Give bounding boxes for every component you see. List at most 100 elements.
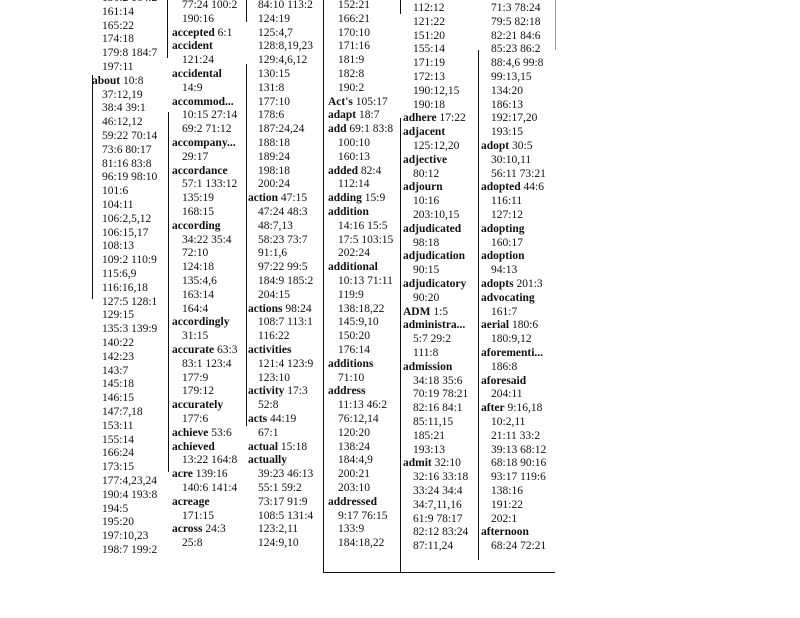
index-reference-line: 190:12,15 [413, 84, 459, 98]
page-line-references: 131:8 [258, 81, 285, 94]
page-line-references: 177:9 [182, 371, 209, 384]
index-reference-line: 112:12 [413, 1, 445, 15]
index-entry: accordance [172, 164, 228, 178]
page-line-references: 181:9 [338, 54, 365, 67]
index-reference-line: 73:6 80:17 [102, 143, 152, 157]
index-reference-line: 39:13 68:12 [491, 443, 546, 457]
page-line-references: 39:13 68:12 [491, 443, 547, 456]
index-reference-line: 176:14 [338, 343, 370, 357]
index-reference-line: 46:12,12 [102, 115, 143, 129]
page-line-references: 17:3 [287, 385, 308, 398]
index-entry: adjudication [403, 249, 465, 263]
index-reference-line: 11:13 46:2 [338, 398, 387, 412]
index-reference-line: 140:22 [102, 336, 134, 350]
index-reference-line: 155:14 [102, 433, 134, 447]
page-line-references: 47:24 48:3 [258, 206, 308, 218]
index-headword: adopt [481, 140, 510, 152]
index-reference-line: 21:11 33:2 [491, 429, 540, 443]
index-entry: aforesaid [481, 374, 526, 388]
index-headword: after [481, 402, 505, 415]
page-line-references: 93:17 119:6 [491, 471, 546, 484]
index-reference-line: 155:14 [413, 42, 445, 56]
index-reference-line: 57:1 133:12 [182, 177, 237, 191]
page-line-references: 105:17 [355, 95, 388, 108]
index-reference-line: 204:15 [258, 288, 290, 302]
page-line-references: 68:24 72:21 [491, 540, 547, 553]
index-headword: accepted [172, 26, 215, 39]
index-reference-line: 127:12 [491, 208, 523, 222]
index-reference-line: 85:23 86:2 [491, 42, 541, 56]
index-headword: accidental [172, 68, 222, 80]
index-entry: acts 44:19 [248, 412, 296, 426]
index-headword: afternoon [481, 526, 529, 539]
page-line-references: 197:11 [102, 61, 134, 73]
page-line-references: 81:16 83:8 [102, 157, 152, 170]
index-headword: add [328, 123, 347, 136]
index-reference-line: 99:13,15 [491, 70, 532, 84]
index-entry: adapt 18:7 [328, 108, 379, 122]
index-headword: address [328, 385, 366, 398]
index-reference-line: 177:4,23,24 [102, 474, 157, 488]
index-entry: adopts 201:3 [481, 277, 543, 291]
index-reference-line: 127:5 128:1 [102, 295, 157, 309]
index-reference-line: 131:8 [258, 81, 284, 95]
index-entry: accepted 6:1 [172, 26, 232, 40]
page-line-references: 204:15 [258, 288, 290, 301]
page-line-references: 101:6 [102, 185, 129, 198]
index-headword: Act's [328, 95, 353, 108]
index-headword: adapt [328, 109, 357, 122]
page-line-references: 202:1 [491, 512, 518, 525]
page-line-references: 134:20 [491, 84, 523, 97]
index-reference-line: 124:9,10 [258, 536, 299, 550]
index-reference-line: 34:22 35:4 [182, 233, 232, 247]
column-rule [92, 75, 94, 299]
column-rule [478, 50, 480, 560]
index-reference-line: 14:16 15:5 [338, 219, 388, 233]
index-reference-line: 13:22 164:8 [182, 453, 237, 467]
index-reference-line: 163:14 [182, 288, 214, 302]
page-line-references: 73:17 91:9 [258, 495, 308, 508]
page-line-references: 121:24 [182, 54, 214, 67]
page-line-references: 14:16 15:5 [338, 219, 388, 232]
index-reference-line: 10:13 71:11 [338, 274, 393, 288]
page-line-references: 161:14 [102, 5, 134, 18]
page-line-references: 71:10 [338, 371, 365, 384]
page-line-references: 146:15 [102, 392, 134, 405]
page-line-references: 10:13 71:11 [338, 275, 393, 287]
page-line-references: 190:4 193:8 [102, 488, 158, 501]
index-headword: acts [248, 413, 268, 425]
index-reference-line: 106:15,17 [102, 226, 148, 240]
index-headword: across [172, 523, 203, 536]
index-reference-line: 198:7 199:2 [102, 543, 157, 557]
index-headword: admit [403, 457, 432, 470]
index-reference-line: 76:12,14 [338, 412, 379, 426]
index-headword: accident [172, 40, 213, 53]
page-line-references: 147:7,18 [102, 406, 143, 418]
index-entry: adhere 17:22 [403, 111, 466, 125]
index-reference-line: 190:4 193:8 [102, 488, 157, 502]
index-reference-line: 104:11 [102, 198, 134, 212]
page-line-references: 190:2 [338, 81, 365, 94]
page-line-references: 21:11 33:2 [491, 429, 541, 442]
index-reference-line: 138:16 [491, 484, 523, 498]
page-line-references: 138:24 [338, 440, 370, 453]
page-line-references: 109:2 110:9 [102, 254, 157, 267]
page-line-references: 91:1,6 [258, 247, 288, 260]
page-line-references: 77:24 100:2 [182, 0, 238, 11]
index-reference-line: 177:6 [182, 412, 208, 426]
page-line-references: 198:7 199:2 [102, 544, 158, 556]
index-reference-line: 32:16 33:18 [413, 470, 468, 484]
index-reference-line: 55:1 59:2 [258, 481, 302, 495]
page-line-references: 153:11 [102, 419, 134, 432]
index-headword: actions [248, 302, 283, 315]
page-line-references: 161:7 [491, 305, 518, 318]
page-line-references: 1:5 [433, 305, 449, 318]
index-reference-line: 82:21 84:6 [491, 29, 541, 43]
index-reference-line: 56:11 73:21 [491, 167, 546, 181]
index-entry: accordingly [172, 315, 230, 329]
page-line-references: 140:22 [102, 337, 134, 349]
index-reference-line: 188:18 [258, 136, 290, 150]
index-reference-line: 94:13 [491, 263, 517, 277]
index-reference-line: 177:10 [258, 95, 290, 109]
index-reference-line: 101:6 [102, 184, 128, 198]
